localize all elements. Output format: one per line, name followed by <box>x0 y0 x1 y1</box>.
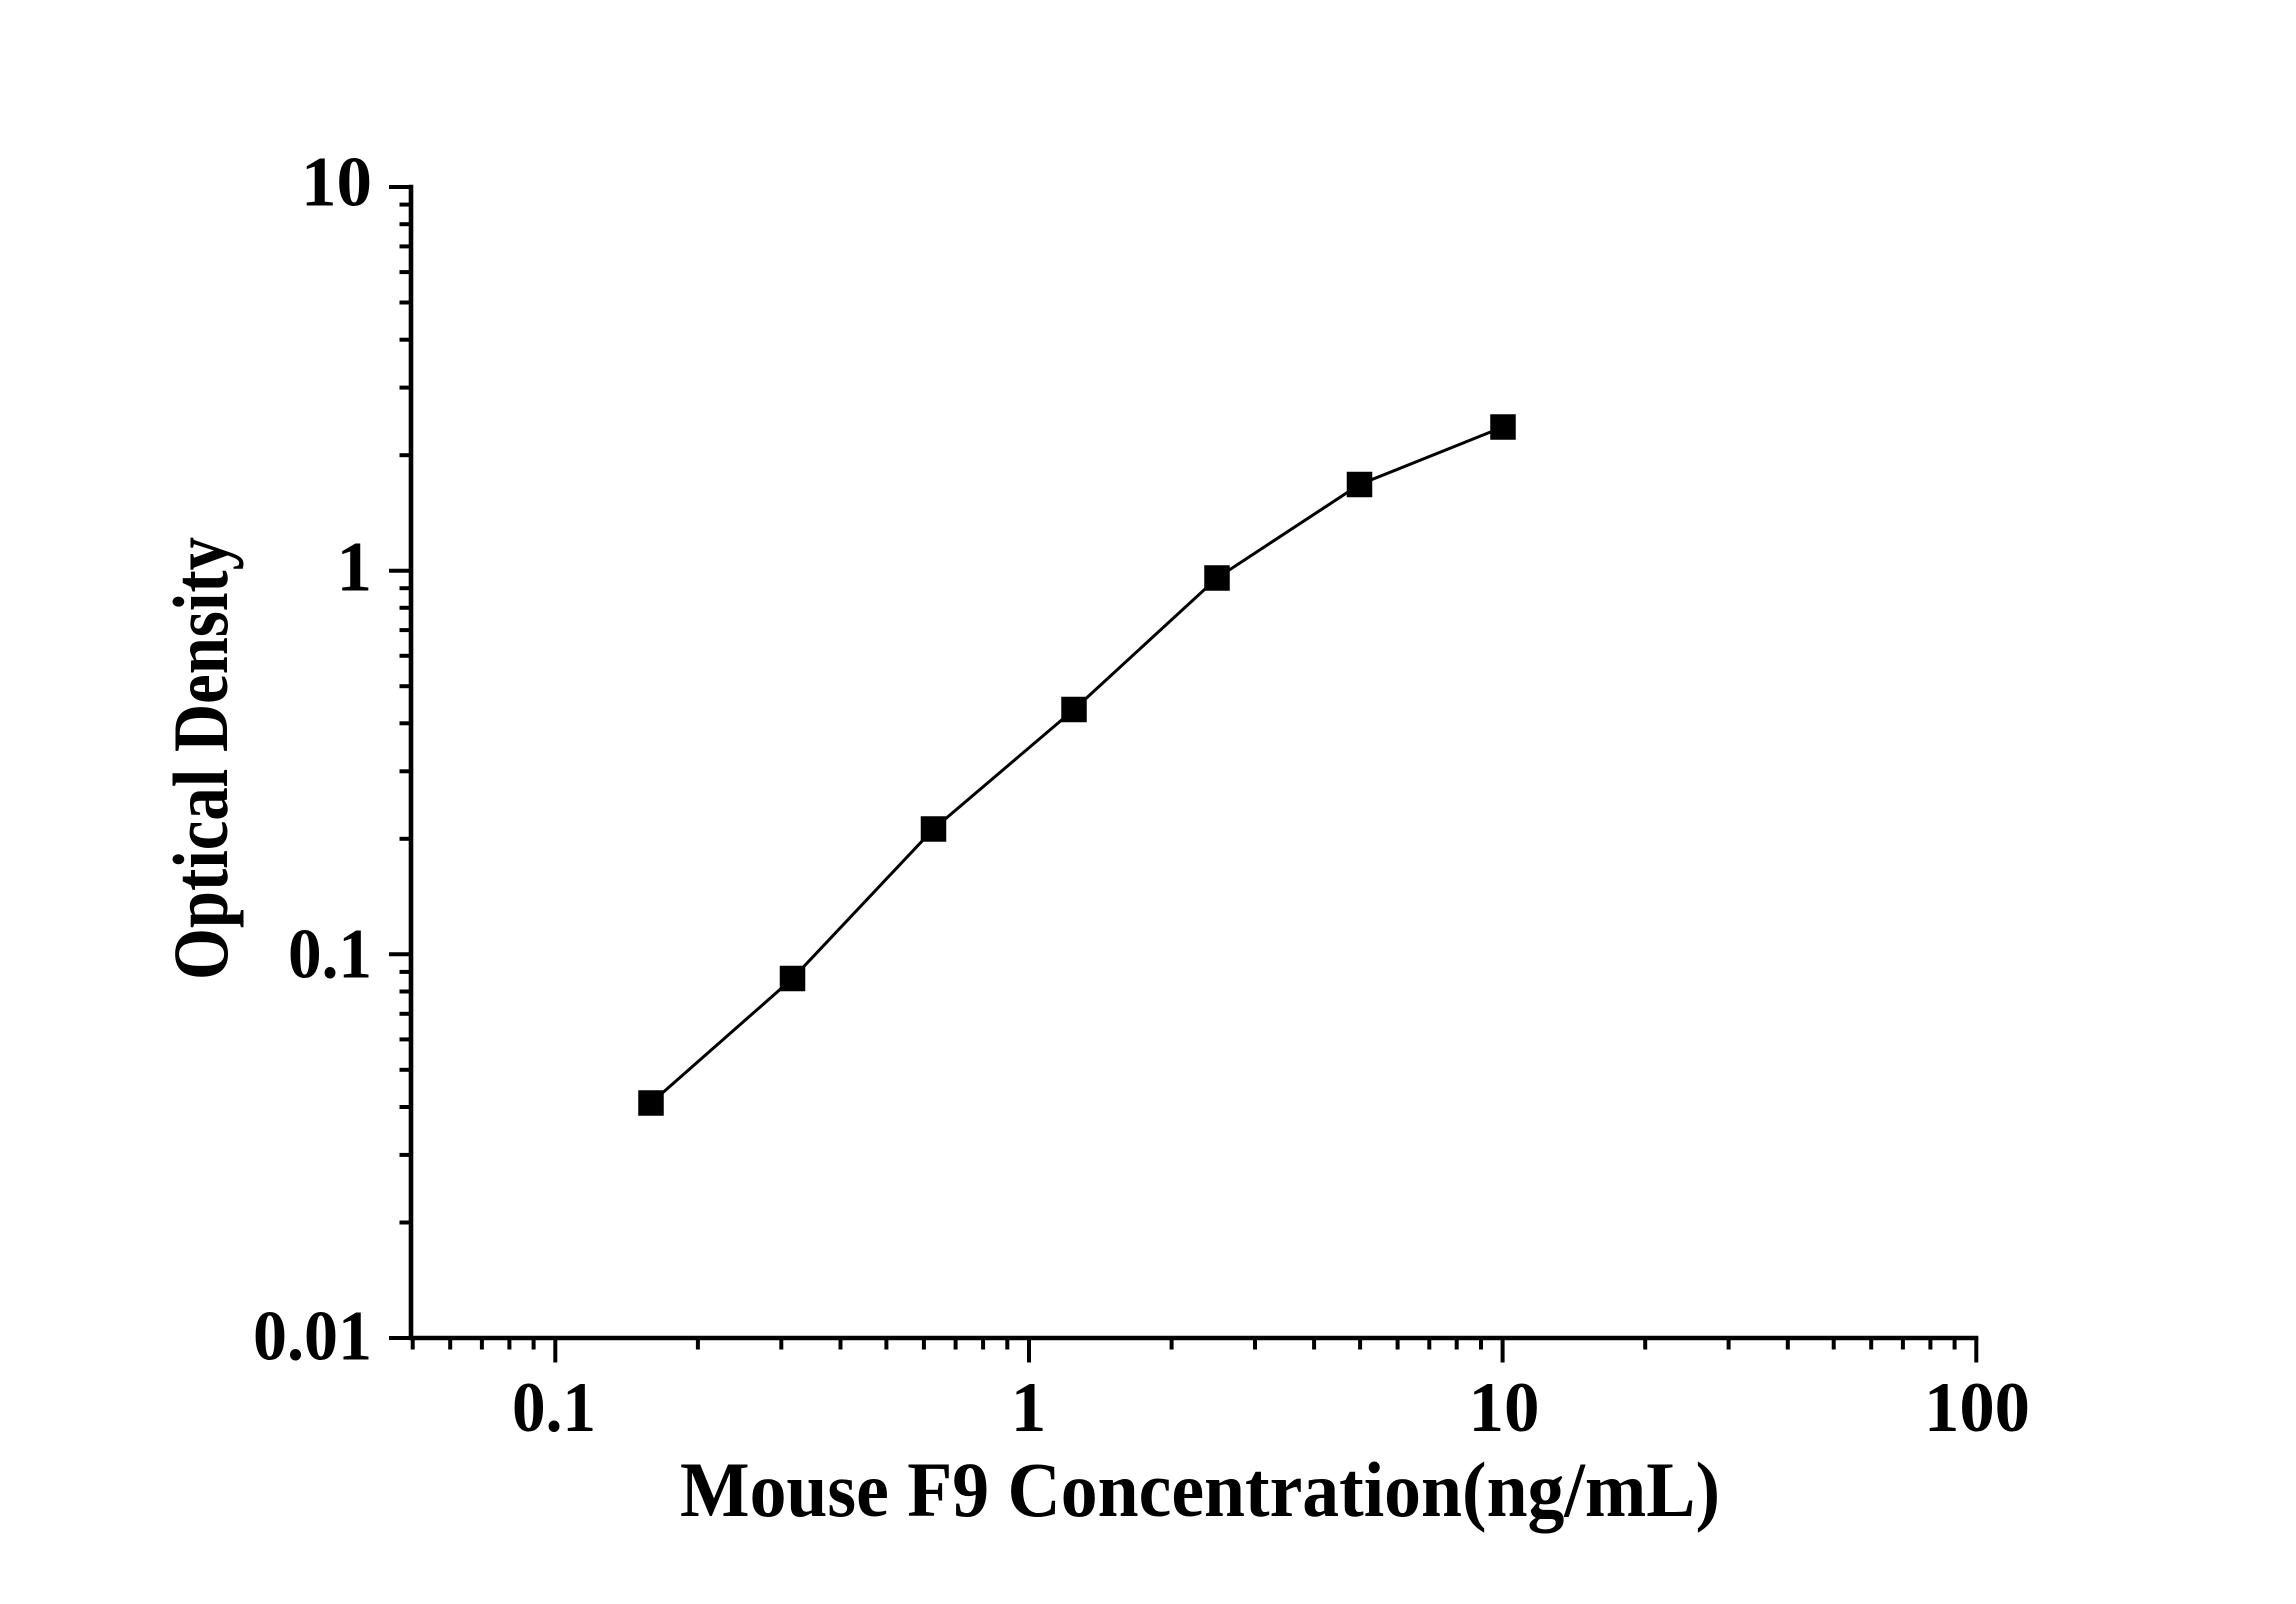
svg-text:1: 1 <box>337 529 373 607</box>
svg-text:0.1: 0.1 <box>288 916 372 994</box>
svg-text:Mouse F9 Concentration(ng/mL): Mouse F9 Concentration(ng/mL) <box>680 1446 1720 1533</box>
svg-text:0.1: 0.1 <box>512 1369 596 1447</box>
svg-text:10: 10 <box>1469 1369 1540 1447</box>
svg-text:1: 1 <box>1011 1369 1047 1447</box>
svg-text:Optical Density: Optical Density <box>157 537 244 980</box>
svg-text:100: 100 <box>1924 1369 2030 1447</box>
svg-text:10: 10 <box>301 144 372 222</box>
svg-text:0.01: 0.01 <box>253 1298 372 1376</box>
